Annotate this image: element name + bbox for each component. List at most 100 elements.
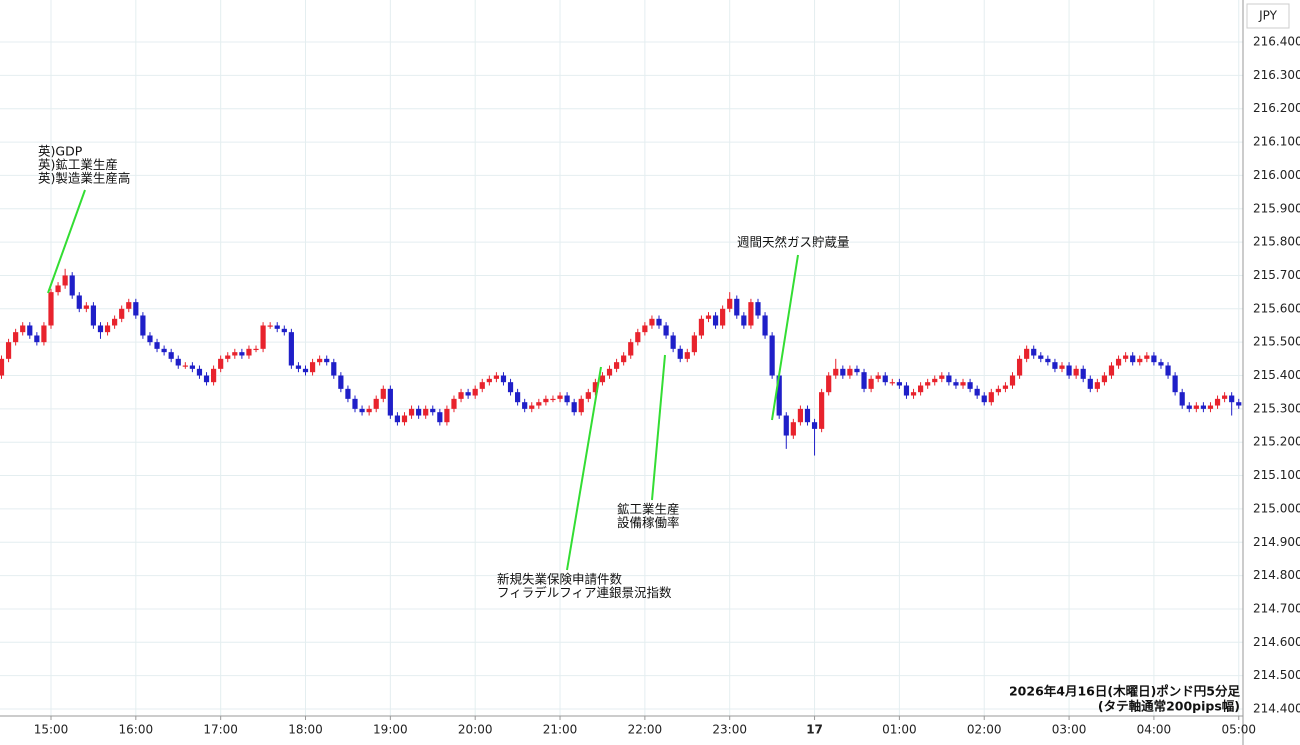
candle-body bbox=[1009, 375, 1016, 386]
candle-body bbox=[1179, 392, 1185, 406]
candle-body bbox=[578, 398, 584, 413]
candle-body bbox=[720, 308, 726, 326]
candle-body bbox=[868, 378, 874, 389]
candle-body bbox=[1108, 365, 1115, 376]
candle-body bbox=[960, 382, 966, 386]
x-tick-label: 15:00 bbox=[34, 723, 69, 737]
annotation-text: 英)鉱工業生産 bbox=[38, 157, 118, 172]
y-tick-label: 214.700 bbox=[1253, 601, 1300, 615]
candle-body bbox=[1002, 385, 1009, 389]
candle-body bbox=[203, 375, 210, 383]
candle-body bbox=[550, 398, 556, 401]
candle-body bbox=[1115, 358, 1122, 366]
candle-body bbox=[48, 292, 54, 326]
candle-body bbox=[423, 408, 429, 416]
candle-body bbox=[1080, 368, 1086, 379]
x-tick-label: 02:00 bbox=[967, 723, 1002, 737]
candle-body bbox=[1151, 355, 1157, 363]
candle-body bbox=[451, 398, 457, 409]
candle-body bbox=[1165, 365, 1171, 376]
candle-body bbox=[811, 422, 818, 429]
candle-body bbox=[486, 378, 492, 383]
y-tick-label: 215.700 bbox=[1253, 268, 1300, 282]
candle-body bbox=[83, 305, 89, 309]
candle-body bbox=[1130, 355, 1136, 363]
candle-body bbox=[670, 335, 676, 349]
annotation-text: 新規失業保険申請件数 bbox=[497, 572, 623, 587]
candle-body bbox=[281, 328, 287, 333]
candle-body bbox=[1193, 405, 1199, 409]
x-tick-label: 17 bbox=[806, 723, 823, 737]
candle-body bbox=[543, 398, 549, 403]
candle-body bbox=[225, 355, 231, 359]
candle-body bbox=[804, 408, 811, 423]
candle-body bbox=[705, 315, 712, 319]
candle-body bbox=[592, 382, 598, 393]
candle-body bbox=[1052, 362, 1058, 369]
candle-body bbox=[691, 335, 697, 353]
y-tick-label: 216.400 bbox=[1253, 35, 1300, 49]
candle-body bbox=[112, 318, 118, 326]
annotation-text: 英)GDP bbox=[38, 144, 83, 159]
candle-body bbox=[925, 382, 931, 386]
candle-body bbox=[437, 412, 443, 423]
candle-body bbox=[387, 388, 393, 416]
candle-body bbox=[910, 392, 917, 396]
y-tick-label: 216.100 bbox=[1253, 135, 1300, 149]
candle-body bbox=[727, 298, 733, 309]
candle-body bbox=[13, 332, 19, 343]
x-tick-label: 03:00 bbox=[1052, 723, 1087, 737]
candle-body bbox=[621, 355, 627, 363]
y-tick-label: 216.200 bbox=[1253, 101, 1300, 115]
candle-body bbox=[776, 375, 782, 416]
candle-body bbox=[260, 325, 266, 349]
candle-body bbox=[147, 335, 153, 343]
candle-body bbox=[515, 392, 521, 403]
candle-body bbox=[967, 382, 973, 389]
candle-body bbox=[840, 368, 846, 376]
x-tick-label: 21:00 bbox=[543, 723, 578, 737]
candle-body bbox=[564, 395, 570, 403]
candle-body bbox=[606, 368, 613, 376]
candle-body bbox=[882, 375, 888, 383]
candle-body bbox=[119, 308, 125, 319]
candle-body bbox=[585, 392, 591, 399]
candle-body bbox=[408, 408, 415, 416]
candle-body bbox=[1236, 402, 1242, 406]
candle-body bbox=[1207, 405, 1214, 409]
candle-body bbox=[783, 415, 789, 436]
candle-body bbox=[1045, 358, 1051, 363]
candle-body bbox=[557, 395, 563, 399]
annotation-text: 設備稼働率 bbox=[617, 515, 680, 530]
candle-body bbox=[995, 388, 1001, 393]
annotation-text: 週間天然ガス貯蔵量 bbox=[737, 235, 850, 250]
candle-body bbox=[90, 305, 97, 326]
candle-body bbox=[458, 392, 464, 399]
candle-body bbox=[734, 298, 740, 316]
currency-label: JPY bbox=[1258, 9, 1278, 23]
x-tick-label: 18:00 bbox=[288, 723, 323, 737]
y-tick-label: 215.900 bbox=[1253, 201, 1300, 215]
candle-body bbox=[331, 362, 337, 376]
x-tick-label: 17:00 bbox=[203, 723, 238, 737]
y-tick-label: 214.400 bbox=[1253, 701, 1300, 715]
candle-body bbox=[416, 408, 422, 416]
candle-body bbox=[182, 365, 188, 367]
candle-body bbox=[613, 362, 620, 369]
y-tick-label: 215.200 bbox=[1253, 435, 1300, 449]
candle-body bbox=[253, 348, 259, 351]
candle-body bbox=[974, 388, 980, 396]
x-tick-label: 16:00 bbox=[119, 723, 154, 737]
candle-body bbox=[246, 348, 252, 356]
candle-body bbox=[988, 392, 994, 403]
candle-body bbox=[833, 368, 839, 376]
candle-body bbox=[981, 395, 987, 403]
candle-body bbox=[302, 368, 309, 373]
candle-body bbox=[684, 352, 690, 359]
candle-body bbox=[97, 325, 104, 333]
y-tick-label: 214.900 bbox=[1253, 535, 1300, 549]
y-tick-label: 214.600 bbox=[1253, 635, 1300, 649]
candle-body bbox=[1066, 365, 1072, 376]
